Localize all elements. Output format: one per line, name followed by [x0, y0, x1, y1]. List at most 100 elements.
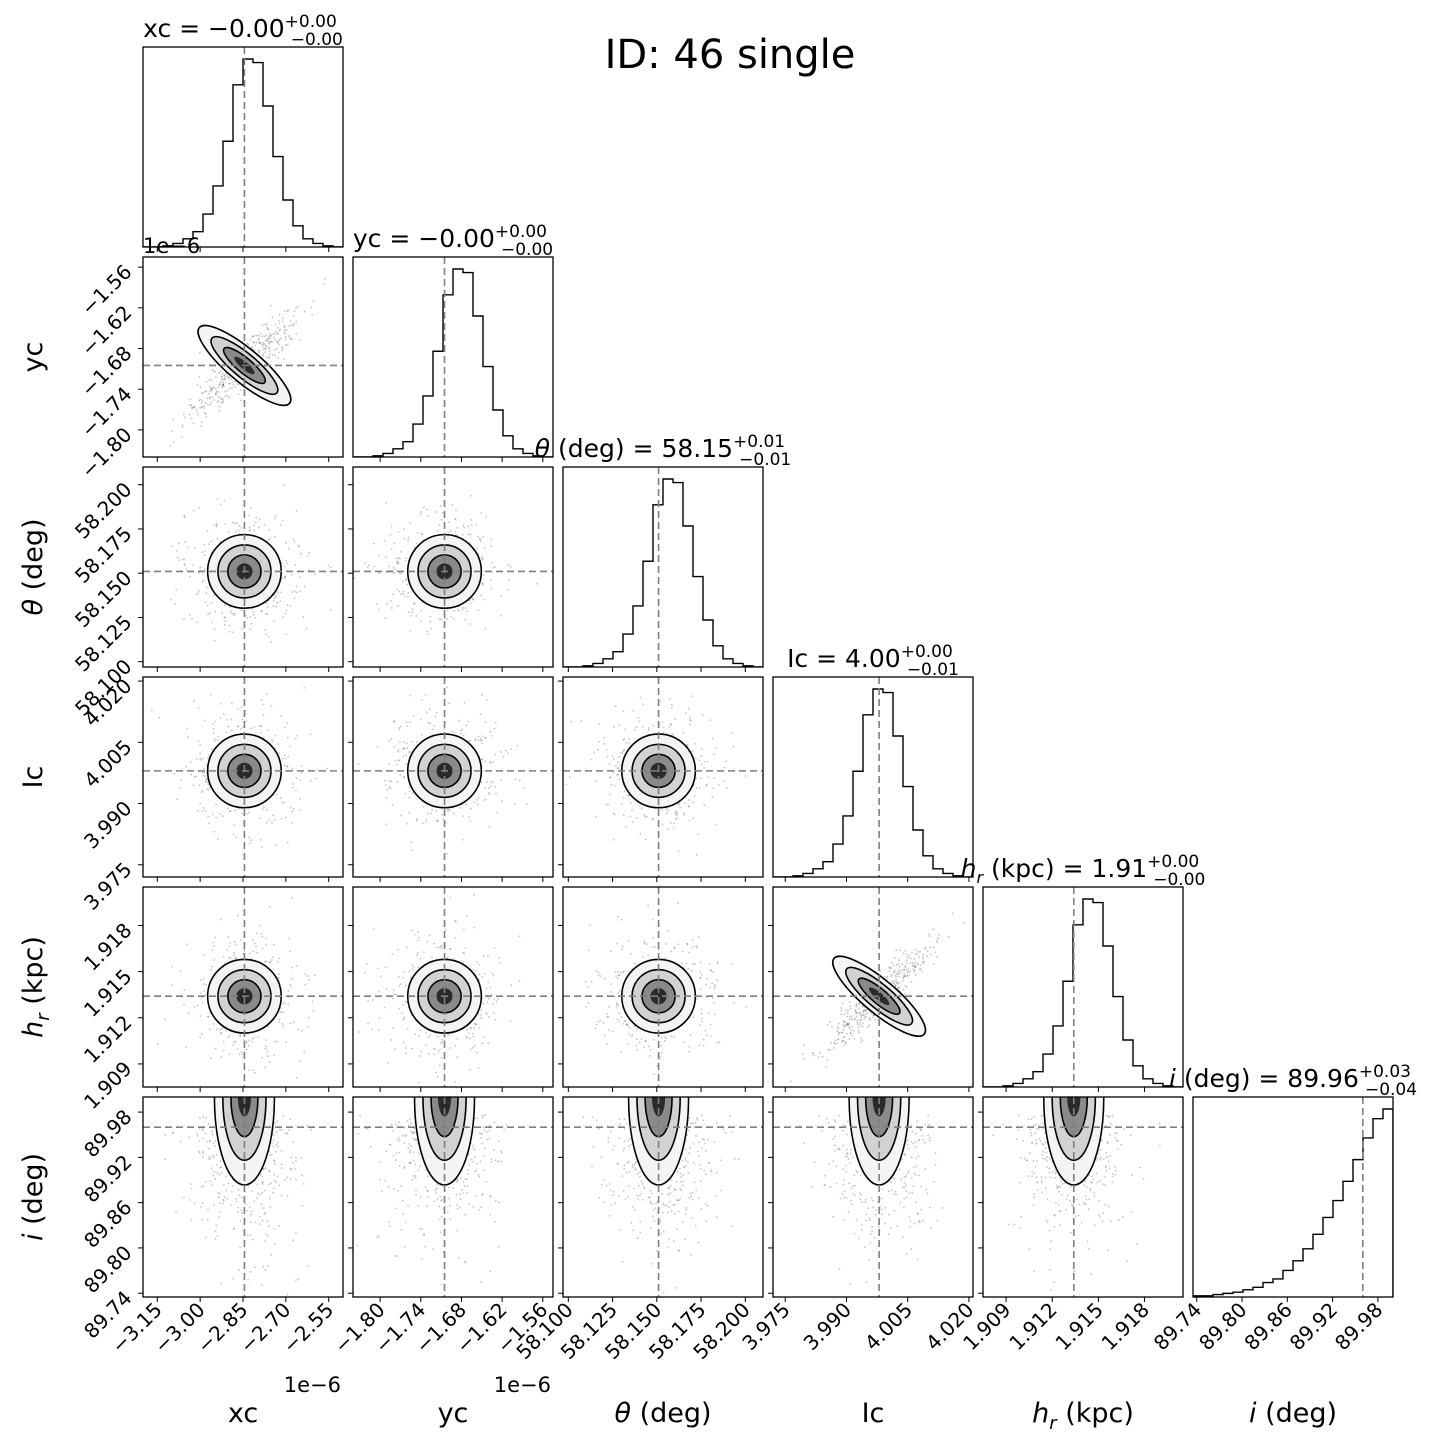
- density-contour: [868, 987, 890, 1006]
- panel-content: [1193, 1097, 1393, 1297]
- panel-content: [983, 1097, 1183, 1297]
- panel-hr-vs-theta: [558, 886, 764, 1092]
- x-tick-label: 1.918: [1097, 1298, 1154, 1355]
- x-tick-label: 89.98: [1330, 1298, 1387, 1355]
- panel-i-vs-xc: [138, 1096, 344, 1302]
- panel-content: [983, 887, 1183, 1087]
- y-tick-label: 1.915: [79, 964, 136, 1021]
- panel-frame: [772, 886, 974, 1088]
- y-tick-label: 89.98: [79, 1105, 136, 1162]
- x-axis-label-yc: yc: [438, 1398, 469, 1429]
- y-tick-label: 4.005: [79, 735, 136, 792]
- panel-title-xc: xc = −0.00+0.00 −0.00: [143, 12, 343, 50]
- y-tick-label: 1.912: [79, 1010, 136, 1067]
- panel-title-i: i (deg) = 89.96+0.03 −0.04: [1169, 1062, 1417, 1100]
- panel-frame: [562, 676, 764, 878]
- histogram-yc: [353, 268, 553, 457]
- panel-frame: [352, 256, 554, 458]
- x-tick-label: 3.990: [799, 1298, 856, 1355]
- panel-content: [143, 677, 343, 877]
- panel-content: [143, 47, 343, 247]
- panel-frame: [352, 1096, 554, 1298]
- panel-title-Ic: Ic = 4.00+0.00 −0.01: [787, 642, 959, 680]
- panel-content: [563, 1097, 763, 1297]
- panel-content: [773, 677, 973, 877]
- panel-content: [143, 1097, 343, 1297]
- y-tick-label: 3.990: [79, 796, 136, 853]
- panel-frame: [982, 1096, 1184, 1298]
- panel-content: [563, 887, 763, 1087]
- panel-yc-vs-yc: [352, 256, 554, 462]
- panel-yc-vs-xc: [138, 256, 344, 462]
- panel-frame: [772, 1096, 974, 1298]
- y-tick-label: 1.918: [79, 918, 136, 975]
- panel-content: [563, 467, 763, 667]
- panel-content: [143, 257, 343, 457]
- panel-Ic-vs-Ic: [772, 676, 974, 882]
- density-contour: [872, 1097, 886, 1117]
- panel-frame: [352, 466, 554, 668]
- panel-frame: [1192, 1096, 1394, 1298]
- y-axis-label-Ic: Ic: [18, 766, 49, 789]
- y-tick-label: 3.975: [79, 857, 136, 914]
- y-tick-label: 89.80: [79, 1241, 136, 1298]
- x-tick-label: 89.86: [1239, 1298, 1296, 1355]
- scatter-cloud: [169, 277, 326, 448]
- panel-title-theta: θ (deg) = 58.15+0.01 −0.01: [535, 432, 792, 470]
- y-axis-label-hr: hr (kpc): [18, 936, 54, 1038]
- x-tick-label: 1.915: [1050, 1298, 1107, 1355]
- x-tick-label: 89.74: [1149, 1298, 1206, 1355]
- panel-i-vs-theta: [558, 1096, 764, 1302]
- panel-hr-vs-xc: [138, 886, 344, 1092]
- panel-theta-vs-theta: [562, 466, 764, 672]
- panel-content: [143, 887, 343, 1087]
- panel-theta-vs-yc: [348, 466, 554, 672]
- x-axis-label-Ic: Ic: [862, 1398, 885, 1429]
- density-contour: [237, 1097, 252, 1117]
- panel-frame: [562, 466, 764, 668]
- histogram-theta: [563, 478, 763, 667]
- panel-frame: [352, 886, 554, 1088]
- panel-i-vs-i: [1192, 1096, 1394, 1302]
- panel-theta-vs-xc: [138, 466, 344, 672]
- panel-content: [143, 467, 343, 667]
- panel-Ic-vs-xc: [138, 676, 344, 882]
- x-offset-label: 1e−6: [284, 1373, 341, 1397]
- panel-frame: [562, 1096, 764, 1298]
- panel-Ic-vs-yc: [348, 676, 554, 882]
- y-tick-label: 1.909: [79, 1056, 136, 1113]
- panel-i-vs-yc: [348, 1096, 554, 1302]
- panel-content: [353, 677, 553, 877]
- panel-frame: [352, 676, 554, 878]
- histogram-xc: [143, 58, 343, 247]
- y-axis-label-theta: θ (deg): [18, 518, 49, 615]
- x-tick-label: 1.912: [1004, 1298, 1061, 1355]
- panel-content: [353, 1097, 553, 1297]
- density-contour: [651, 1097, 666, 1117]
- y-offset-label: 1e−6: [143, 234, 200, 258]
- y-axis-label-i: i (deg): [18, 1153, 49, 1241]
- panel-hr-vs-yc: [348, 886, 554, 1092]
- x-tick-label: 89.92: [1285, 1298, 1342, 1355]
- x-axis-label-theta: θ (deg): [614, 1398, 711, 1429]
- density-contour: [437, 1097, 452, 1117]
- x-tick-label: 89.80: [1194, 1298, 1251, 1355]
- panel-content: [353, 887, 553, 1087]
- x-axis-label-hr: hr (kpc): [1032, 1398, 1134, 1434]
- histogram-hr: [983, 898, 1183, 1087]
- panel-i-vs-hr: [978, 1096, 1184, 1302]
- panel-Ic-vs-theta: [558, 676, 764, 882]
- panel-hr-vs-hr: [982, 886, 1184, 1092]
- x-tick-label: 4.005: [860, 1298, 917, 1355]
- panel-title-yc: yc = −0.00+0.00 −0.00: [353, 222, 553, 260]
- x-axis-label-i: i (deg): [1249, 1398, 1337, 1429]
- x-axis-label-xc: xc: [228, 1398, 258, 1429]
- figure-title: ID: 46 single: [605, 32, 856, 78]
- panel-content: [773, 887, 973, 1087]
- panel-content: [353, 257, 553, 457]
- y-axis-label-yc: yc: [18, 342, 49, 373]
- density-contour: [650, 988, 667, 1005]
- y-tick-label: 89.86: [79, 1195, 136, 1252]
- panel-content: [563, 677, 763, 877]
